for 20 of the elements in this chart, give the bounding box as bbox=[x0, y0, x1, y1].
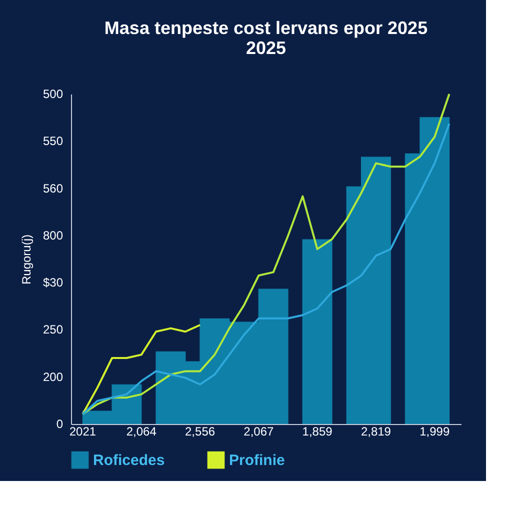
text: 250 bbox=[42, 322, 64, 337]
text: 500 bbox=[42, 87, 64, 101]
chart-title: Masa tenpeste cost lervans epor 2025 2025 bbox=[104, 18, 428, 58]
text: 0 bbox=[56, 417, 64, 431]
x-tick-label: 1,859 bbox=[302, 424, 333, 438]
y-axis-title: Rugoru(j) bbox=[20, 234, 34, 285]
legend-label: Roficedes bbox=[93, 452, 165, 470]
x-tick-label: 2,067 bbox=[244, 424, 274, 438]
x-tick-label: 2,819 bbox=[360, 424, 392, 438]
x-tick-label: 2021 bbox=[69, 424, 96, 438]
text: 560 bbox=[42, 181, 64, 196]
x-tick-label: 2,064 bbox=[126, 424, 157, 438]
text: $30 bbox=[42, 276, 64, 290]
bar bbox=[302, 239, 332, 424]
text: 800 bbox=[42, 228, 64, 242]
text: 200 bbox=[42, 370, 64, 384]
text: 550 bbox=[42, 134, 64, 148]
x-tick-label: 1,999 bbox=[420, 424, 450, 438]
legend-label: Profinie bbox=[229, 452, 285, 470]
x-tick-label: 2,556 bbox=[185, 424, 216, 438]
